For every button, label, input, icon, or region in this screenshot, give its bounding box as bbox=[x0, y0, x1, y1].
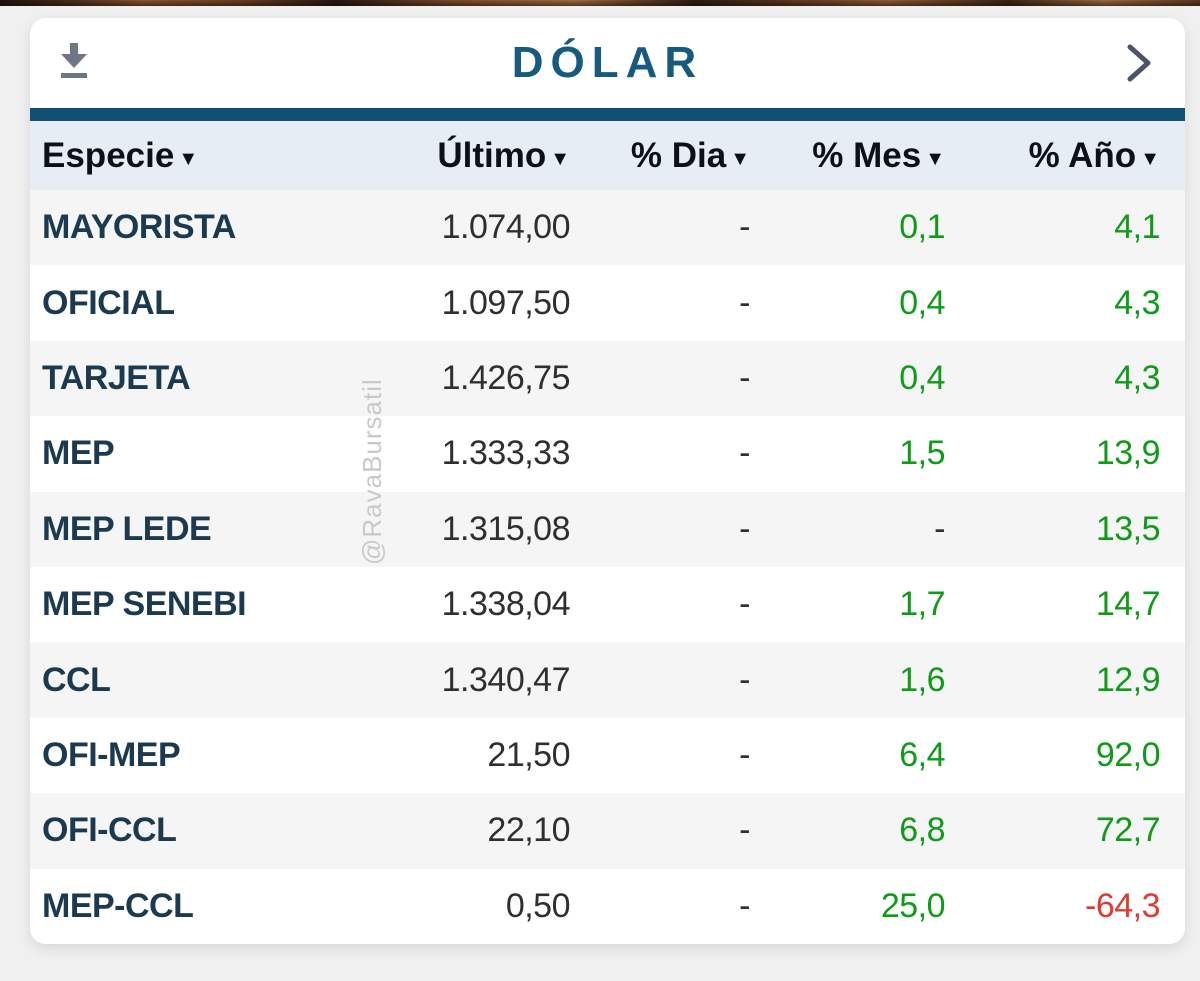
dia-cell: - bbox=[739, 358, 750, 397]
accent-divider-bar bbox=[30, 108, 1185, 121]
ultimo-cell: 1.338,04 bbox=[441, 585, 571, 624]
table-row-ofi-ccl[interactable]: OFI-CCL 22,10 - 6,8 72,7 bbox=[30, 793, 1185, 869]
next-button[interactable] bbox=[1121, 42, 1157, 88]
ultimo-cell: 1.426,75 bbox=[441, 358, 571, 397]
ano-cell: 4,1 bbox=[1114, 208, 1160, 247]
chevron-right-icon bbox=[1125, 40, 1153, 91]
dolar-widget-card: DÓLAR Especie ▼ Último ▼ % Dia ▼ % Mes ▼ bbox=[30, 18, 1185, 944]
table-row-oficial[interactable]: OFICIAL 1.097,50 - 0,4 4,3 bbox=[30, 265, 1185, 341]
ultimo-cell: 1.315,08 bbox=[441, 509, 571, 548]
widget-title: DÓLAR bbox=[511, 38, 704, 87]
dia-cell: - bbox=[739, 509, 750, 548]
dia-cell: - bbox=[739, 434, 750, 473]
mes-cell: 0,1 bbox=[899, 208, 945, 247]
table-row-mep[interactable]: MEP 1.333,33 - 1,5 13,9 bbox=[30, 416, 1185, 492]
ano-cell: 13,9 bbox=[1095, 434, 1161, 473]
table-row-mep-senebi[interactable]: MEP SENEBI 1.338,04 - 1,7 14,7 bbox=[30, 566, 1185, 643]
ano-cell: -64,3 bbox=[1085, 886, 1161, 925]
dia-cell: - bbox=[739, 886, 750, 925]
mes-cell: 0,4 bbox=[899, 358, 945, 397]
mes-cell: 25,0 bbox=[880, 886, 946, 925]
mes-cell: 1,6 bbox=[899, 660, 945, 699]
table-row-mayorista[interactable]: MAYORISTA 1.074,00 - 0,1 4,1 bbox=[30, 190, 1185, 266]
especie-cell[interactable]: MEP bbox=[42, 434, 115, 473]
table-header-row: Especie ▼ Último ▼ % Dia ▼ % Mes ▼ % Año… bbox=[30, 121, 1185, 190]
table-row-tarjeta[interactable]: TARJETA 1.426,75 - 0,4 4,3 bbox=[30, 340, 1185, 417]
dia-cell: - bbox=[739, 735, 750, 774]
ultimo-cell: 21,50 bbox=[487, 735, 570, 774]
column-header-dia[interactable]: % Dia ▼ bbox=[630, 135, 750, 175]
table-row-mep-ccl[interactable]: MEP-CCL 0,50 - 25,0 -64,3 bbox=[30, 868, 1185, 944]
mes-cell: 0,4 bbox=[899, 283, 945, 322]
ano-cell: 92,0 bbox=[1095, 735, 1161, 774]
especie-cell[interactable]: TARJETA bbox=[42, 358, 191, 397]
mes-cell: 1,5 bbox=[899, 434, 945, 473]
table-row-ccl[interactable]: CCL 1.340,47 - 1,6 12,9 bbox=[30, 642, 1185, 718]
widget-header: DÓLAR bbox=[30, 18, 1185, 108]
especie-cell[interactable]: OFI-CCL bbox=[42, 811, 177, 850]
especie-cell[interactable]: MAYORISTA bbox=[42, 208, 236, 247]
ultimo-cell: 1.340,47 bbox=[441, 660, 571, 699]
especie-cell[interactable]: OFICIAL bbox=[42, 283, 175, 322]
mes-cell: 6,8 bbox=[899, 811, 945, 850]
sort-icon: ▼ bbox=[1140, 148, 1160, 170]
ultimo-cell: 1.097,50 bbox=[441, 283, 571, 322]
sort-icon: ▼ bbox=[925, 148, 945, 170]
ultimo-cell: 22,10 bbox=[487, 811, 570, 850]
ano-cell: 13,5 bbox=[1095, 509, 1161, 548]
ano-cell: 72,7 bbox=[1095, 811, 1161, 850]
background-photo-strip bbox=[0, 0, 1200, 6]
ultimo-cell: 1.074,00 bbox=[441, 208, 571, 247]
ano-cell: 4,3 bbox=[1114, 283, 1160, 322]
dia-cell: - bbox=[739, 585, 750, 624]
table-body: MAYORISTA 1.074,00 - 0,1 4,1 OFICIAL 1.0… bbox=[30, 190, 1185, 944]
mes-cell: 6,4 bbox=[899, 735, 945, 774]
dia-cell: - bbox=[739, 660, 750, 699]
table-row-ofi-mep[interactable]: OFI-MEP 21,50 - 6,4 92,0 bbox=[30, 717, 1185, 794]
column-header-mes[interactable]: % Mes ▼ bbox=[812, 135, 945, 175]
dia-cell: - bbox=[739, 811, 750, 850]
sort-icon: ▼ bbox=[730, 148, 750, 170]
sort-icon: ▼ bbox=[178, 148, 199, 170]
especie-cell[interactable]: OFI-MEP bbox=[42, 735, 181, 774]
ano-cell: 14,7 bbox=[1095, 585, 1161, 624]
column-header-ano[interactable]: % Año ▼ bbox=[1028, 135, 1160, 175]
especie-cell[interactable]: MEP LEDE bbox=[42, 509, 212, 548]
table-row-mep-lede[interactable]: MEP LEDE 1.315,08 - - 13,5 bbox=[30, 491, 1185, 567]
ultimo-cell: 0,50 bbox=[505, 886, 571, 925]
mes-cell: - bbox=[934, 509, 945, 548]
dia-cell: - bbox=[739, 283, 750, 322]
especie-cell[interactable]: MEP SENEBI bbox=[42, 585, 247, 624]
sort-icon: ▼ bbox=[550, 148, 570, 170]
ultimo-cell: 1.333,33 bbox=[441, 434, 571, 473]
ano-cell: 12,9 bbox=[1095, 660, 1161, 699]
column-header-ultimo[interactable]: Último ▼ bbox=[437, 135, 570, 175]
column-header-especie[interactable]: Especie ▼ bbox=[42, 135, 199, 175]
mes-cell: 1,7 bbox=[899, 585, 945, 624]
especie-cell[interactable]: MEP-CCL bbox=[42, 886, 194, 925]
dia-cell: - bbox=[739, 208, 750, 247]
especie-cell[interactable]: CCL bbox=[42, 660, 111, 699]
download-icon bbox=[57, 41, 91, 88]
download-button[interactable] bbox=[54, 42, 94, 86]
ano-cell: 4,3 bbox=[1114, 358, 1160, 397]
